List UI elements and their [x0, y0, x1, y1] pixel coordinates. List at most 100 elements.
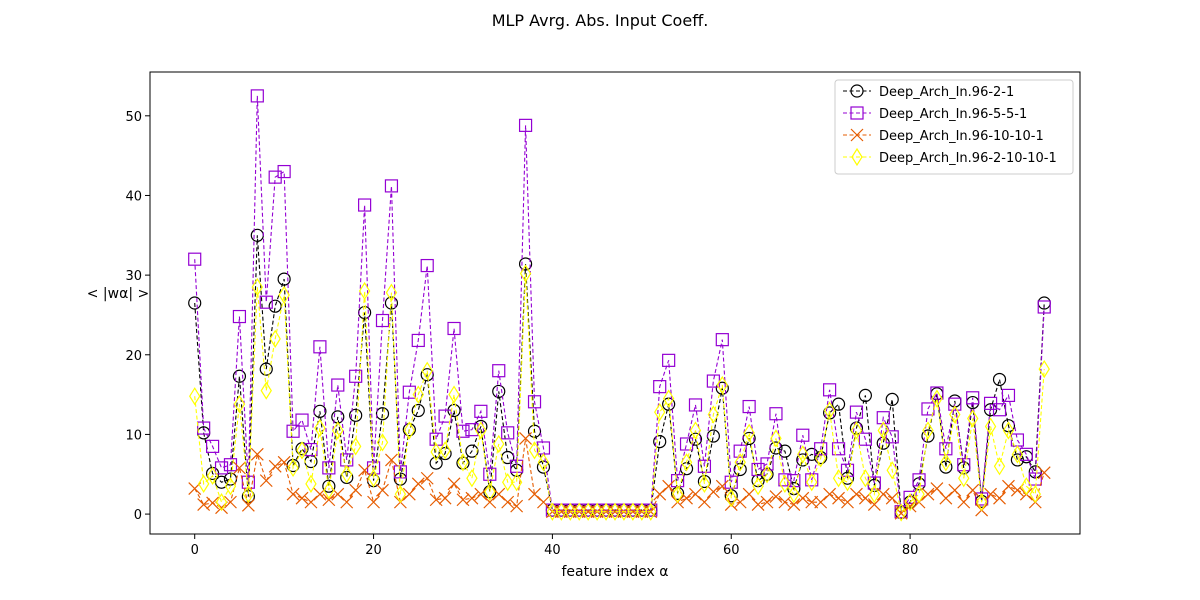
- data-point: [885, 430, 899, 444]
- data-point: [528, 487, 541, 501]
- data-point: [787, 498, 801, 511]
- data-point: [537, 453, 550, 472]
- legend-entry: Deep_Arch_In.96-2-1: [843, 84, 1014, 100]
- legend-entry: Deep_Arch_In.96-10-10-1: [843, 128, 1044, 144]
- data-point: [474, 404, 488, 418]
- data-point: [895, 503, 907, 522]
- data-point: [850, 487, 863, 501]
- series-line: [194, 273, 1045, 514]
- data-point: [215, 493, 228, 512]
- data-point: [715, 333, 729, 347]
- data-point: [1037, 300, 1051, 314]
- x-tick-label: 80: [902, 543, 919, 558]
- data-point: [859, 469, 872, 488]
- legend-marker: [851, 147, 863, 167]
- data-point: [984, 487, 998, 501]
- data-point: [850, 421, 863, 440]
- data-point: [886, 461, 898, 480]
- data-point: [653, 487, 667, 501]
- data-point: [492, 384, 506, 399]
- data-point: [429, 456, 443, 470]
- data-point: [412, 385, 424, 404]
- data-point: [465, 423, 479, 437]
- data-point: [760, 495, 774, 509]
- data-point: [948, 397, 962, 411]
- data-point: [716, 375, 729, 395]
- data-point: [805, 495, 819, 509]
- data-point: [475, 421, 487, 440]
- data-point: [277, 272, 291, 286]
- data-point: [958, 469, 970, 488]
- data-point: [609, 502, 621, 521]
- data-point: [957, 495, 971, 509]
- x-tick-label: 40: [544, 543, 561, 558]
- data-point: [375, 313, 390, 328]
- data-point: [600, 502, 612, 521]
- data-point: [662, 479, 676, 493]
- data-point: [457, 453, 469, 472]
- data-point: [706, 485, 720, 499]
- data-point: [332, 421, 344, 440]
- data-point: [849, 405, 864, 419]
- data-point: [250, 89, 264, 103]
- data-point: [250, 447, 264, 461]
- data-point: [931, 389, 943, 408]
- data-point: [877, 421, 889, 440]
- data-point: [715, 381, 729, 395]
- data-point: [224, 495, 237, 509]
- data-point: [367, 495, 380, 509]
- data-point: [975, 492, 989, 506]
- data-point: [760, 467, 774, 481]
- data-point: [788, 485, 800, 504]
- data-point: [618, 502, 630, 521]
- data-point: [921, 487, 935, 501]
- y-tick-label: 0: [134, 508, 142, 523]
- data-point: [447, 321, 461, 336]
- data-point: [349, 437, 362, 456]
- data-point: [715, 479, 729, 493]
- y-tick-label: 40: [125, 189, 142, 204]
- legend-label: Deep_Arch_In.96-2-10-10-1: [879, 151, 1057, 166]
- data-point: [627, 502, 639, 521]
- data-point: [304, 495, 318, 509]
- legend-label: Deep_Arch_In.96-10-10-1: [879, 129, 1044, 144]
- data-point: [966, 391, 980, 405]
- data-point: [349, 369, 363, 383]
- axes-frame: [149, 71, 1081, 535]
- data-point: [232, 369, 247, 383]
- data-point: [232, 461, 246, 475]
- data-point: [518, 118, 533, 132]
- legend-marker: [850, 106, 864, 120]
- data-point: [197, 474, 210, 493]
- data-point: [743, 423, 755, 442]
- x-axis-label: feature index α: [562, 564, 669, 580]
- data-point: [761, 465, 773, 484]
- data-point: [375, 407, 390, 421]
- data-point: [734, 453, 746, 472]
- legend-label: Deep_Arch_In.96-2-1: [879, 85, 1014, 100]
- data-point: [519, 264, 532, 283]
- data-point: [885, 392, 899, 406]
- data-point: [840, 471, 855, 485]
- data-point: [206, 466, 219, 485]
- data-point: [706, 429, 720, 443]
- series-line: [194, 438, 1045, 515]
- data-point: [501, 495, 515, 509]
- data-point: [189, 387, 201, 406]
- data-point: [930, 386, 944, 400]
- data-point: [188, 252, 202, 266]
- data-point: [662, 353, 676, 367]
- data-point: [841, 495, 854, 509]
- data-point: [439, 441, 451, 460]
- series-3: [188, 431, 1051, 520]
- data-point: [885, 491, 899, 505]
- data-point: [456, 424, 470, 438]
- data-point: [903, 499, 917, 513]
- data-point: [483, 495, 497, 509]
- data-point: [287, 458, 299, 478]
- data-point: [858, 432, 872, 446]
- data-point: [876, 411, 890, 425]
- data-point: [402, 487, 416, 501]
- data-point: [573, 502, 585, 521]
- data-point: [322, 461, 336, 475]
